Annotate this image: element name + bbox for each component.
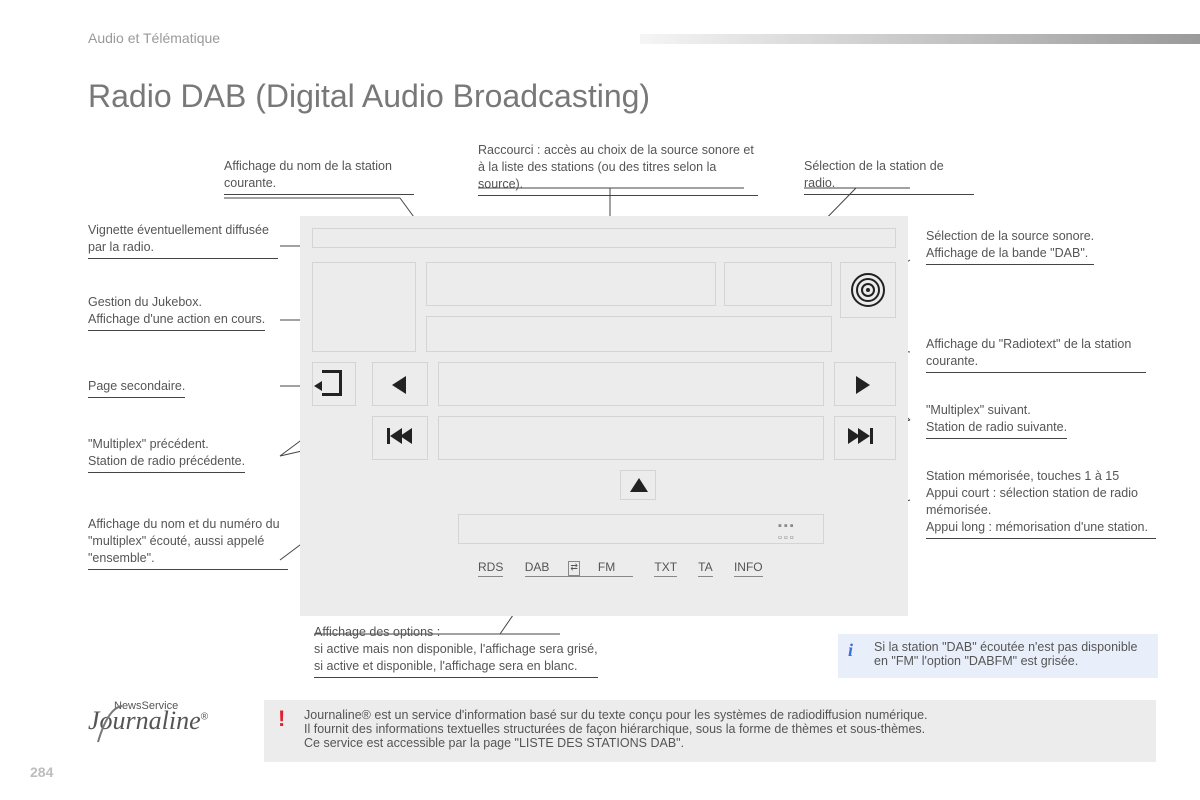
dab-screen: ▪▪▪▫▫▫ RDS DAB⇄FM TXT TA INFO [300,216,908,616]
source-spiral-icon [848,270,888,310]
triangle-up-icon [630,478,648,492]
info-icon: i [848,640,853,661]
opt-txt[interactable]: TXT [654,560,677,577]
warning-icon: ! [278,706,285,732]
callout-secondary: Page secondaire. [88,378,278,398]
opt-ta[interactable]: TA [698,560,712,577]
memory-slots[interactable] [458,514,824,544]
screen-titlebar[interactable] [312,228,896,248]
callout-prev-multiplex: "Multiplex" précédent. Station de radio … [88,436,288,473]
journaline-note: ! Journaline® est un service d'informati… [264,700,1156,762]
ensemble-display [438,362,824,406]
callout-shortcut: Raccourci : accès au choix de la source … [478,142,758,196]
page-title: Radio DAB (Digital Audio Broadcasting) [88,78,650,115]
callout-memory: Station mémorisée, touches 1 à 15 Appui … [926,468,1156,539]
station-name-area [426,262,716,306]
journaline-logo: NewsService Journaline® [88,700,248,762]
section-label: Audio et Télématique [88,30,220,46]
callout-ensemble: Affichage du nom et du numéro du "multip… [88,516,288,570]
callout-options: Affichage des options : si active mais n… [314,624,734,678]
opt-dab[interactable]: DAB⇄FM [525,560,634,577]
journaline-text: Journaline® est un service d'information… [304,708,928,750]
center-display [438,416,824,460]
options-row: RDS DAB⇄FM TXT TA INFO [478,560,781,576]
page-number: 284 [30,764,53,780]
thumbnail-area [312,262,416,352]
callout-jukebox: Gestion du Jukebox. Affichage d'une acti… [88,294,278,331]
radiotext-area [426,316,832,352]
secondary-page-icon [322,370,342,396]
triangle-left-icon [392,376,406,394]
info-note-text: Si la station "DAB" écoutée n'est pas di… [874,640,1138,668]
preset-dots-icon: ▪▪▪▫▫▫ [778,520,796,544]
callout-station-name: Affichage du nom de la station courante. [224,158,414,195]
callout-next-multiplex: "Multiplex" suivant. Station de radio su… [926,402,1136,439]
opt-info[interactable]: INFO [734,560,763,577]
station-select-area[interactable] [724,262,832,306]
opt-rds[interactable]: RDS [478,560,503,577]
callout-source: Sélection de la source sonore. Affichage… [926,228,1136,265]
callout-thumbnail: Vignette éventuellement diffusée par la … [88,222,278,259]
triangle-right-icon [856,376,870,394]
callout-station-select: Sélection de la station de radio. [804,158,974,195]
info-note: i Si la station "DAB" écoutée n'est pas … [838,634,1158,678]
callout-radiotext: Affichage du "Radiotext" de la station c… [926,336,1146,373]
header-gradient [640,34,1200,44]
